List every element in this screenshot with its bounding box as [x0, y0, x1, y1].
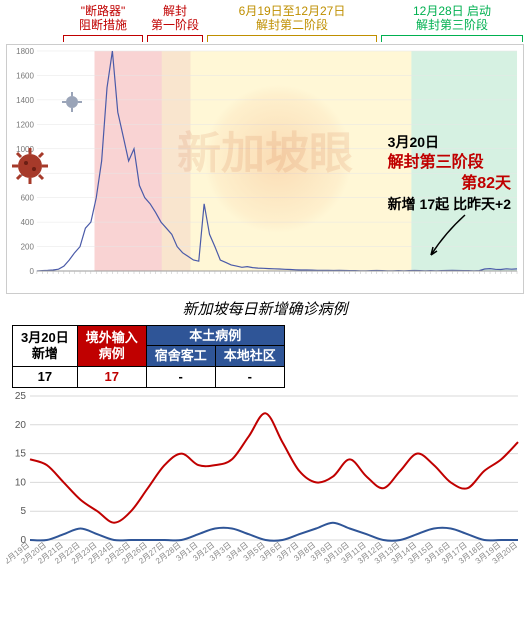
hdr-local: 本土病例 [146, 325, 284, 346]
phase-col: 解封 第一阶段 [148, 4, 202, 42]
phase-col: 12月28日 启动 解封第三阶段 [382, 4, 522, 42]
hdr-date-line2: 新增 [32, 346, 58, 361]
phase-label: "断路器" [81, 4, 126, 18]
val-comm: - [215, 366, 284, 387]
annot-line3: 第82天 [388, 173, 511, 195]
phase-label: 12月28日 启动 [413, 4, 491, 18]
svg-text:600: 600 [21, 193, 35, 202]
table-row: 17 17 - - [13, 366, 285, 387]
hdr-comm: 本地社区 [215, 346, 284, 367]
annotation-arrow-icon [425, 213, 475, 263]
svg-text:15: 15 [15, 448, 27, 459]
svg-text:1200: 1200 [16, 120, 34, 129]
phase-label: 解封 [163, 4, 187, 18]
phase-label: 6月19日至12月27日 [239, 4, 346, 18]
top-chart: 新加坡眼 020040060080010001200140016001800 3… [6, 44, 524, 294]
annot-line4: 新增 17起 比昨天+2 [388, 195, 511, 214]
val-total: 17 [13, 366, 78, 387]
cases-table: 3月20日 新增 境外输入 病例 本土病例 宿舍客工 本地社区 17 17 - … [12, 325, 285, 388]
svg-text:20: 20 [15, 419, 27, 430]
svg-text:5: 5 [20, 506, 26, 517]
phase-col: "断路器" 阻断措施 [64, 4, 142, 42]
svg-text:400: 400 [21, 218, 35, 227]
hdr-date-line1: 3月20日 [21, 330, 69, 345]
phase-labels: "断路器" 阻断措施 解封 第一阶段 6月19日至12月27日 解封第二阶段 1… [64, 4, 524, 42]
annot-line2: 解封第三阶段 [388, 152, 511, 174]
val-dorm: - [146, 366, 215, 387]
svg-text:200: 200 [21, 242, 35, 251]
phase-label: 第一阶段 [151, 18, 199, 32]
svg-text:1800: 1800 [16, 47, 34, 56]
hdr-dorm: 宿舍客工 [146, 346, 215, 367]
phase-bracket [381, 35, 523, 42]
hdr-imported: 境外输入 病例 [77, 325, 146, 366]
hdr-date: 3月20日 新增 [13, 325, 78, 366]
svg-text:25: 25 [15, 392, 27, 402]
hdr-imp-line1: 境外输入 [86, 330, 138, 345]
svg-text:1400: 1400 [16, 96, 34, 105]
top-chart-annotation: 3月20日 解封第三阶段 第82天 新增 17起 比昨天+2 [388, 133, 511, 214]
virus-icon [61, 91, 83, 113]
phase-label: 解封第二阶段 [256, 18, 328, 32]
page-root: "断路器" 阻断措施 解封 第一阶段 6月19日至12月27日 解封第二阶段 1… [0, 0, 530, 618]
bottom-chart: 05101520252月19日2月20日2月21日2月22日2月23日2月24日… [6, 392, 524, 582]
val-imported: 17 [77, 366, 146, 387]
phase-col: 6月19日至12月27日 解封第二阶段 [208, 4, 376, 42]
phase-label: 解封第三阶段 [416, 18, 488, 32]
svg-text:10: 10 [15, 477, 27, 488]
virus-icon [9, 145, 51, 187]
phase-bracket [63, 35, 143, 42]
phase-bracket [147, 35, 203, 42]
table-row: 3月20日 新增 境外输入 病例 本土病例 [13, 325, 285, 346]
hdr-imp-line2: 病例 [99, 346, 125, 361]
chart-caption: 新加坡每日新增确诊病例 [6, 298, 524, 319]
svg-text:1600: 1600 [16, 71, 34, 80]
phase-label: 阻断措施 [79, 18, 127, 32]
annot-line1: 3月20日 [388, 133, 511, 152]
phase-bracket [207, 35, 377, 42]
bottom-chart-svg: 05101520252月19日2月20日2月21日2月22日2月23日2月24日… [6, 392, 524, 582]
svg-text:0: 0 [29, 267, 34, 276]
